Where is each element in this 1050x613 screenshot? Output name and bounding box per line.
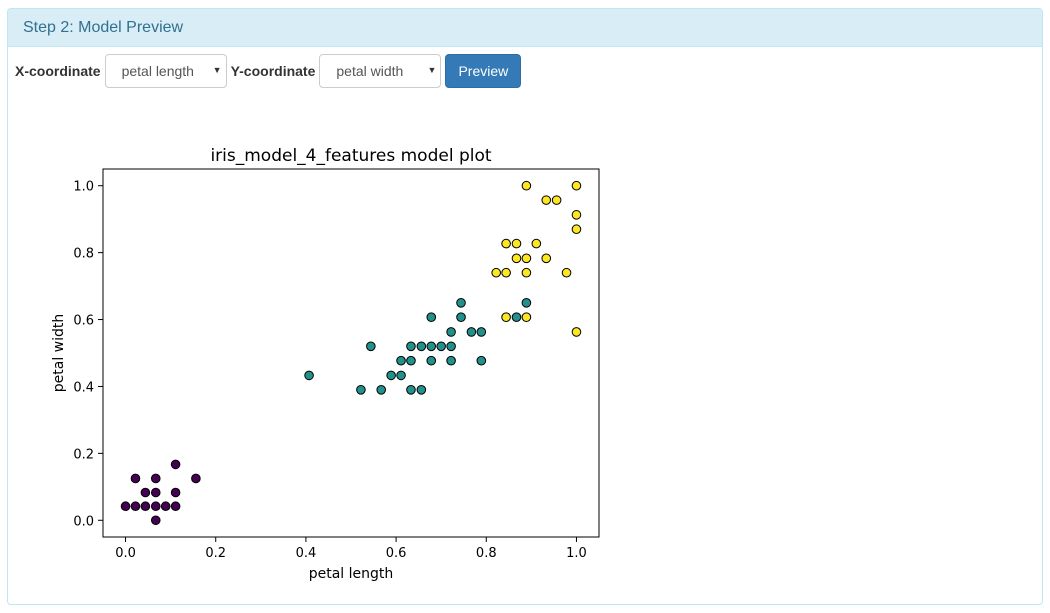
data-points [120,180,582,526]
y-tick-label: 0.0 [73,514,94,529]
y-tick-label: 0.8 [73,247,94,262]
data-point [150,515,161,526]
data-point [140,487,151,498]
axis-ticks: 0.0 0.2 0.4 0.6 0.8 1.0 0.0 0.2 0.4 0.6 0.8 1.0 [73,180,586,561]
plot-area [102,168,600,538]
data-point [521,312,532,323]
data-point [120,501,131,512]
data-point [521,298,532,308]
data-point [541,195,552,205]
x-coordinate-label: X-coordinate [15,63,101,79]
data-point [456,298,466,308]
data-point [456,312,466,323]
preview-button[interactable]: Preview [445,54,522,88]
data-point [541,253,552,264]
y-axis-label: petal width [51,314,67,393]
data-point [416,385,427,395]
data-point [571,327,582,337]
y-tick-label: 1.0 [73,180,94,195]
data-point [386,370,396,381]
data-point [191,473,201,484]
data-point [466,327,477,337]
caret-down-icon: ▼ [427,65,437,75]
panel-title: Step 2: Model Preview [23,19,184,36]
data-point [511,238,522,249]
data-point [501,312,511,323]
y-tick-label: 0.2 [73,447,94,462]
data-point [511,253,522,264]
data-point [396,370,406,381]
x-coordinate-select[interactable]: petal length ▼ [104,54,227,88]
data-point [446,327,456,337]
x-coordinate-value: petal length [121,63,194,79]
x-tick-label: 0.8 [476,546,497,561]
data-point [150,501,161,512]
data-point [416,341,427,352]
data-point [571,224,582,235]
data-point [476,355,487,366]
data-point [426,312,437,323]
data-point [170,487,181,498]
x-tick-label: 0.4 [296,546,317,561]
data-point [406,385,416,395]
y-tick-label: 0.4 [73,380,94,395]
x-tick-label: 0.0 [115,546,136,561]
data-point [521,180,532,191]
data-point [551,195,562,205]
y-coordinate-value: petal width [336,63,404,79]
data-point [396,355,406,366]
data-point [531,238,542,249]
y-coordinate-label: Y-coordinate [230,63,316,79]
data-point [160,501,171,512]
coordinate-controls: X-coordinate petal length ▼ Y-coordinate… [15,53,522,89]
x-tick-label: 1.0 [566,546,587,561]
data-point [366,341,376,352]
model-plot: iris_model_4_features model plot 0.0 0.2 0… [45,138,605,593]
data-point [521,253,532,264]
y-coordinate-select[interactable]: petal width ▼ [319,54,442,88]
data-point [446,341,456,352]
data-point [561,267,572,278]
data-point [356,385,366,395]
data-point [376,385,387,395]
data-point [170,459,181,470]
data-point [150,487,161,498]
data-point [426,341,437,352]
x-axis-label: petal length [309,566,394,582]
data-point [304,370,314,381]
data-point [501,267,511,278]
caret-down-icon: ▼ [212,65,222,75]
y-tick-label: 0.6 [73,314,94,329]
data-point [446,355,456,366]
panel-heading: Step 2: Model Preview [8,9,1042,47]
data-point [130,501,141,512]
data-point [491,267,501,278]
model-plot-svg: iris_model_4_features model plot 0.0 0.2 0… [51,146,600,582]
data-point [501,238,511,249]
data-point [406,341,416,352]
data-point [436,341,446,352]
x-tick-label: 0.6 [386,546,407,561]
data-point [150,473,161,484]
data-point [571,180,582,191]
data-point [476,327,487,337]
data-point [130,473,141,484]
data-point [571,210,582,220]
data-point [426,355,437,366]
x-tick-label: 0.2 [205,546,226,561]
data-point [170,501,181,512]
data-point [521,267,532,278]
data-point [511,312,522,323]
data-point [406,355,416,366]
chart-title: iris_model_4_features model plot [210,146,491,166]
data-point [140,501,151,512]
